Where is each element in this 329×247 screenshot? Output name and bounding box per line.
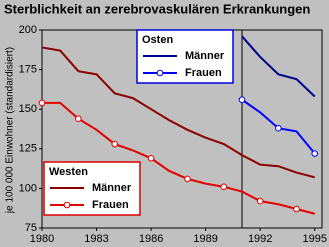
legend-title: Westen [49,166,88,178]
series-line [42,101,315,215]
y-tick-label: 200 [19,24,37,36]
y-axis-label: je 100 000 Einwohner (standardisiert) [5,47,16,214]
y-tick-label: 175 [19,64,37,76]
chart-title: Sterblichkeit an zerebrovaskulären Erkra… [4,1,310,16]
x-tick-label: 1992 [248,233,272,245]
legend-marker [156,69,164,77]
y-tick-label: 150 [19,103,37,115]
y-tick-label: 125 [19,143,37,155]
x-tick-label: 1989 [193,233,217,245]
marker [238,96,246,103]
x-tick-label: 1986 [139,233,163,245]
series-line [241,35,316,98]
x-tick-label: 1980 [30,233,54,245]
legend-label: Männer [92,182,132,194]
legend-label: Männer [185,50,225,62]
marker [38,99,46,107]
y-tick-label: 75 [25,222,37,234]
marker [111,140,119,148]
legend-label: Frauen [185,67,222,79]
marker [275,124,282,132]
marker [184,175,191,183]
marker [75,115,82,123]
legend-marker [63,201,71,209]
legend-label: Frauen [92,199,129,211]
series-line [41,46,315,179]
y-tick-label: 100 [19,182,37,194]
legend-title: Osten [142,34,173,46]
marker [147,155,155,162]
x-tick-label: 1983 [84,233,108,245]
marker [293,205,300,213]
x-tick-label: 1995 [302,233,326,245]
marker [311,150,319,157]
marker [220,183,228,191]
marker [256,197,264,205]
